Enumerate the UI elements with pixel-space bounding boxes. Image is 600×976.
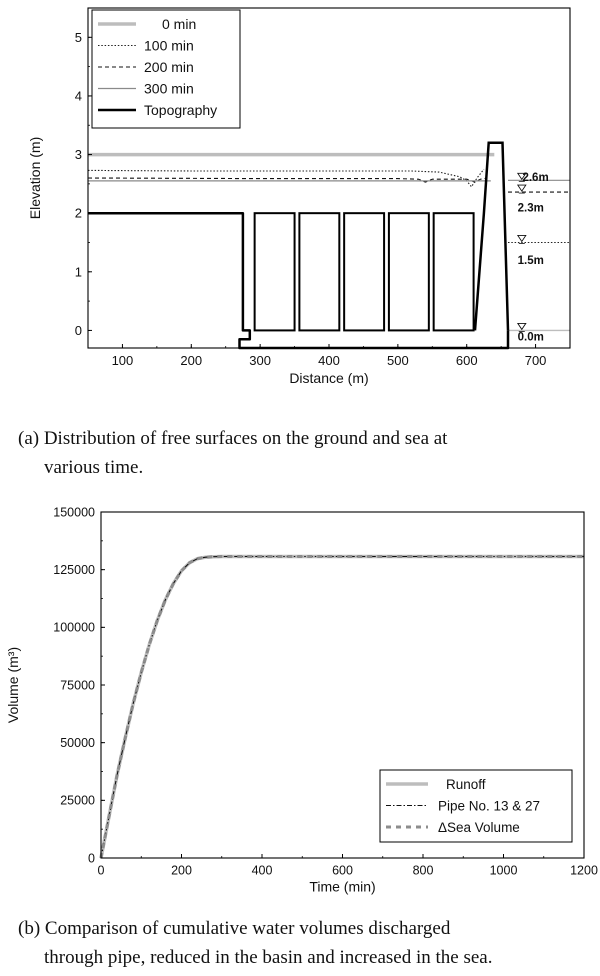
- x-tick-label-4: 500: [387, 353, 409, 368]
- y-tick-label-0: 0: [88, 851, 95, 865]
- y-tick-label-3: 75000: [60, 678, 95, 692]
- legend-label-3: 300 min: [144, 81, 194, 97]
- x-tick-label-6: 700: [525, 353, 547, 368]
- basin-cell-1: [298, 212, 341, 332]
- y-tick-label-2: 2: [75, 206, 82, 221]
- sea-wall: [473, 141, 510, 331]
- x-tick-label-5: 600: [456, 353, 478, 368]
- x-axis-title: Time (min): [309, 879, 375, 895]
- caption-b-line1: (b) Comparison of cumulative water volum…: [18, 918, 451, 939]
- legend-label-1: Pipe No. 13 & 27: [438, 798, 540, 813]
- x-tick-label-2: 300: [249, 353, 271, 368]
- y-tick-label-3: 3: [75, 147, 82, 162]
- y-tick-label-0: 0: [75, 323, 82, 338]
- x-tick-label-1: 200: [171, 864, 192, 878]
- level-annotation-3: 0.0m: [518, 331, 544, 343]
- legend-label-0: 0 min: [162, 16, 196, 32]
- x-axis-title: Distance (m): [289, 370, 368, 386]
- legend-label-2: 200 min: [144, 59, 194, 75]
- basin-cell-0: [253, 212, 296, 332]
- level-annotation-0: 2.6m: [522, 172, 548, 184]
- x-tick-label-4: 800: [413, 864, 434, 878]
- basin-cell-2: [343, 212, 386, 332]
- basin-cell-3: [387, 212, 430, 332]
- water-level-marker-3: [516, 322, 527, 331]
- x-tick-label-1: 200: [180, 353, 202, 368]
- x-tick-label-3: 600: [332, 864, 353, 878]
- legend-label-1: 100 min: [144, 38, 194, 54]
- y-tick-label-5: 125000: [53, 563, 95, 577]
- y-tick-label-1: 1: [75, 264, 82, 279]
- x-tick-label-6: 1200: [570, 864, 598, 878]
- y-tick-label-2: 50000: [60, 736, 95, 750]
- x-tick-label-3: 400: [318, 353, 340, 368]
- legend-label-4: Topography: [144, 102, 217, 118]
- level-annotation-1: 2.3m: [518, 202, 544, 214]
- water-level-marker-1: [516, 184, 527, 192]
- basin-cell-4: [432, 212, 475, 332]
- x-tick-label-5: 1000: [490, 864, 518, 878]
- series-line-2: [87, 177, 488, 183]
- caption-b: (b) Comparison of cumulative water volum…: [18, 914, 492, 972]
- elevation-chart: 2.6m 2.3m 1.5m 0.0m 100 200 300 400 500 600 700 0 1 2…: [27, 7, 571, 386]
- caption-a-line1: (a) Distribution of free surfaces on the…: [18, 428, 448, 449]
- y-tick-label-5: 5: [75, 30, 82, 45]
- caption-a-line2: various time.: [44, 457, 144, 478]
- water-level-marker-2: [516, 235, 527, 243]
- y-axis-title: Volume (m³): [5, 647, 21, 723]
- series-line-2: [99, 555, 584, 859]
- level-annotation-2: 1.5m: [518, 255, 544, 267]
- x-tick-label-2: 400: [252, 864, 273, 878]
- x-tick-label-0: 0: [98, 864, 105, 878]
- y-tick-label-6: 150000: [53, 505, 95, 519]
- caption-b-line2: through pipe, reduced in the basin and i…: [44, 947, 493, 968]
- water-level-marker-0: [516, 172, 527, 181]
- caption-a: (a) Distribution of free surfaces on the…: [18, 424, 447, 482]
- y-tick-label-1: 25000: [60, 794, 95, 808]
- y-tick-label-4: 4: [75, 88, 82, 103]
- y-tick-label-4: 100000: [53, 621, 95, 635]
- legend-box: [91, 9, 241, 129]
- legend-label-0: Runoff: [446, 777, 486, 792]
- x-tick-label-0: 100: [112, 353, 134, 368]
- legend-label-2: ΔSea Volume: [438, 820, 520, 835]
- y-axis-title: Elevation (m): [27, 137, 43, 219]
